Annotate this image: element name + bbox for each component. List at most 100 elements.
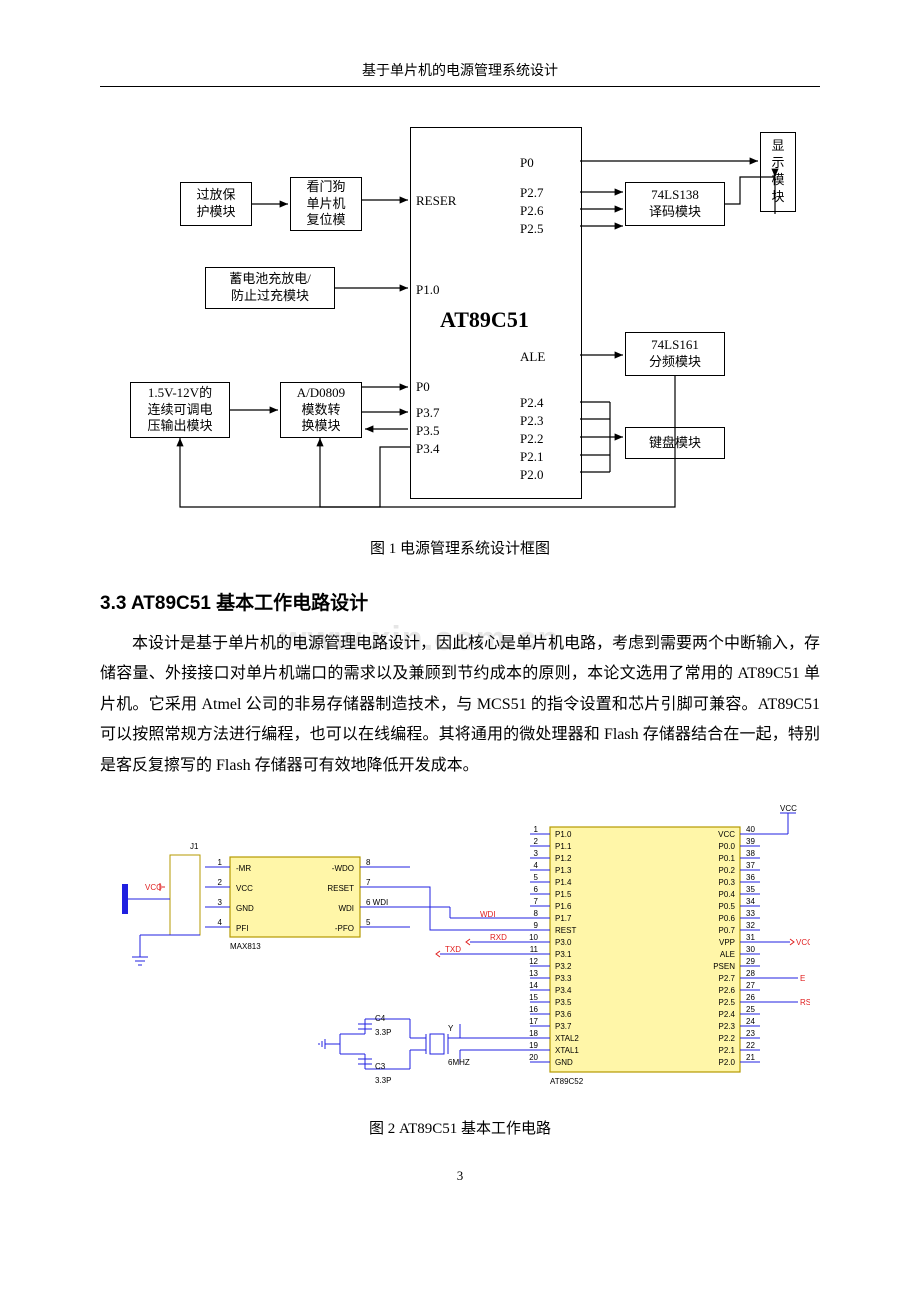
schematic-fig2: VCC AT89C52 P1.01 P1.12 P1.23 P1.34 P1.4… (110, 799, 810, 1099)
svg-text:PSEN: PSEN (713, 962, 735, 971)
svg-text:P3.6: P3.6 (555, 1010, 572, 1019)
svg-text:P0.1: P0.1 (719, 854, 736, 863)
svg-text:P1.6: P1.6 (555, 902, 572, 911)
svg-text:P0.4: P0.4 (719, 890, 736, 899)
svg-text:4: 4 (534, 861, 539, 870)
block-diagram: AT89C51 过放保护模块 看门狗单片机复位模 蓄电池充放电/防止过充模块 1… (120, 127, 800, 517)
svg-text:30: 30 (746, 945, 755, 954)
pin: P0 (520, 155, 534, 171)
pin: P2.2 (520, 431, 543, 447)
svg-text:P0.2: P0.2 (719, 866, 736, 875)
mcu-label: AT89C51 (440, 307, 529, 333)
svg-text:P0.7: P0.7 (719, 926, 736, 935)
svg-text:6: 6 (534, 885, 539, 894)
svg-text:P1.2: P1.2 (555, 854, 572, 863)
page-number: 3 (100, 1168, 820, 1184)
box-display: 显示模块 (760, 132, 796, 212)
svg-text:GND: GND (236, 904, 254, 913)
svg-text:8: 8 (534, 909, 539, 918)
svg-text:14: 14 (529, 981, 538, 990)
svg-text:P0.3: P0.3 (719, 878, 736, 887)
svg-text:17: 17 (529, 1017, 538, 1026)
pin: P2.1 (520, 449, 543, 465)
svg-text:VPP: VPP (719, 938, 735, 947)
svg-text:C3: C3 (375, 1062, 386, 1071)
svg-text:18: 18 (529, 1029, 538, 1038)
svg-text:33: 33 (746, 909, 755, 918)
svg-text:ALE: ALE (720, 950, 735, 959)
svg-text:VCC: VCC (796, 938, 810, 947)
svg-text:J1: J1 (190, 842, 199, 851)
svg-text:37: 37 (746, 861, 755, 870)
caption-2: 图 2 AT89C51 基本工作电路 (100, 1117, 820, 1138)
svg-text:P0.5: P0.5 (719, 902, 736, 911)
svg-text:P3.1: P3.1 (555, 950, 572, 959)
svg-text:5: 5 (366, 918, 371, 927)
svg-text:PFI: PFI (236, 924, 248, 933)
svg-text:1: 1 (218, 858, 223, 867)
svg-text:1: 1 (534, 825, 539, 834)
svg-text:22: 22 (746, 1041, 755, 1050)
svg-text:GND: GND (555, 1058, 573, 1067)
svg-text:16: 16 (529, 1005, 538, 1014)
svg-text:25: 25 (746, 1005, 755, 1014)
box-vout: 1.5V-12V的连续可调电压输出模块 (130, 382, 230, 438)
svg-text:3.3P: 3.3P (375, 1028, 391, 1037)
pin: P2.7 (520, 185, 543, 201)
body-paragraph: 本设计是基于单片机的电源管理电路设计，因此核心是单片机电路，考虑到需要两个中断输… (100, 629, 820, 781)
svg-text:-MR: -MR (236, 864, 251, 873)
svg-text:VCC: VCC (718, 830, 735, 839)
svg-text:24: 24 (746, 1017, 755, 1026)
svg-text:39: 39 (746, 837, 755, 846)
pin: P2.6 (520, 203, 543, 219)
box-decoder: 74LS138译码模块 (625, 182, 725, 226)
box-watchdog: 看门狗单片机复位模 (290, 177, 362, 231)
pin: P1.0 (416, 282, 439, 298)
svg-text:Y: Y (448, 1024, 454, 1033)
svg-text:3: 3 (218, 898, 223, 907)
svg-text:WDI: WDI (338, 904, 354, 913)
svg-text:3: 3 (534, 849, 539, 858)
svg-text:11: 11 (530, 945, 539, 954)
svg-text:3.3P: 3.3P (375, 1076, 391, 1085)
svg-text:P1.0: P1.0 (555, 830, 572, 839)
vcc-label: VCC (780, 804, 797, 813)
svg-text:P2.2: P2.2 (719, 1034, 736, 1043)
svg-text:38: 38 (746, 849, 755, 858)
svg-text:P1.7: P1.7 (555, 914, 572, 923)
svg-text:P2.4: P2.4 (719, 1010, 736, 1019)
pin: RESER (416, 193, 456, 209)
svg-text:RXD: RXD (490, 933, 507, 942)
svg-text:XTAL2: XTAL2 (555, 1034, 579, 1043)
svg-text:P2.3: P2.3 (719, 1022, 736, 1031)
svg-text:P3.0: P3.0 (555, 938, 572, 947)
pin: P3.4 (416, 441, 439, 457)
svg-text:5: 5 (534, 873, 539, 882)
svg-text:P1.4: P1.4 (555, 878, 572, 887)
svg-text:34: 34 (746, 897, 755, 906)
svg-text:21: 21 (746, 1053, 755, 1062)
pin: ALE (520, 349, 545, 365)
pin: P0 (416, 379, 430, 395)
svg-text:P0.6: P0.6 (719, 914, 736, 923)
svg-text:P0.0: P0.0 (719, 842, 736, 851)
svg-text:13: 13 (529, 969, 538, 978)
svg-text:C4: C4 (375, 1014, 386, 1023)
pin: P3.7 (416, 405, 439, 421)
svg-text:P3.3: P3.3 (555, 974, 572, 983)
svg-text:XTAL1: XTAL1 (555, 1046, 579, 1055)
box-battery: 蓄电池充放电/防止过充模块 (205, 267, 335, 309)
pin: P3.5 (416, 423, 439, 439)
svg-text:20: 20 (529, 1053, 538, 1062)
svg-text:P3.7: P3.7 (555, 1022, 572, 1031)
svg-text:6MHZ: 6MHZ (448, 1058, 470, 1067)
svg-text:8: 8 (366, 858, 371, 867)
svg-text:P2.6: P2.6 (719, 986, 736, 995)
svg-text:23: 23 (746, 1029, 755, 1038)
svg-text:40: 40 (746, 825, 755, 834)
svg-text:2: 2 (534, 837, 539, 846)
svg-text:2: 2 (218, 878, 223, 887)
section-title: 3.3 AT89C51 基本工作电路设计 (100, 588, 820, 615)
box-adc: A/D0809模数转换模块 (280, 382, 362, 438)
svg-text:P3.2: P3.2 (555, 962, 572, 971)
